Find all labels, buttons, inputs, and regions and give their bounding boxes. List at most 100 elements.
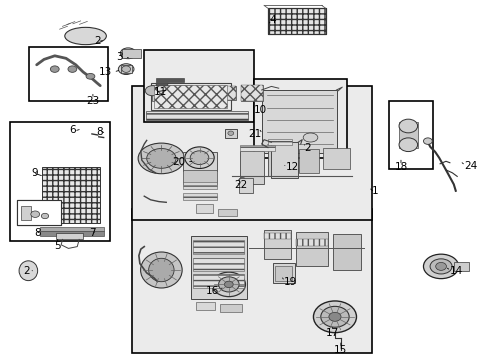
Text: 2: 2 [304,143,310,153]
Ellipse shape [122,66,130,72]
Text: 15: 15 [333,345,347,355]
Bar [217,209,237,216]
Ellipse shape [120,48,136,59]
Bar [299,149,318,173]
Bar [195,302,215,310]
Bar [193,258,244,271]
Ellipse shape [118,64,134,75]
Ellipse shape [68,66,77,72]
Ellipse shape [138,143,184,174]
Ellipse shape [313,301,356,333]
Bar [388,101,432,169]
Ellipse shape [184,147,214,168]
Bar [155,78,183,82]
Bar [29,47,107,101]
Text: 5: 5 [54,240,61,251]
Bar [132,209,371,353]
Bar [267,8,325,34]
Bar [238,178,253,193]
Ellipse shape [218,277,239,292]
Bar [183,182,216,189]
Text: 11: 11 [154,87,167,97]
Bar [261,90,337,153]
Bar [183,193,216,200]
Ellipse shape [86,73,95,79]
Ellipse shape [148,258,174,282]
Bar [453,262,468,271]
Bar [220,304,242,312]
Text: 8: 8 [34,228,41,238]
Bar [264,230,290,259]
Bar [240,85,262,101]
Bar [151,85,190,101]
Bar [224,129,237,138]
Bar [132,86,371,220]
Bar [122,49,141,58]
Ellipse shape [423,138,431,144]
Text: 3: 3 [116,52,123,62]
Bar [332,234,360,270]
Text: 13: 13 [99,67,112,77]
Ellipse shape [141,252,182,288]
Bar [271,142,298,178]
Bar [121,65,132,73]
Text: 17: 17 [325,328,339,338]
Bar [190,236,246,299]
Bar [195,86,235,100]
Text: 6: 6 [69,125,76,135]
Bar [154,85,227,108]
Ellipse shape [398,138,417,152]
Bar [274,266,291,281]
Bar [254,79,346,158]
Bar [239,145,274,151]
Bar [239,151,264,184]
Ellipse shape [31,211,40,217]
Text: 14: 14 [449,266,462,276]
Bar [56,233,83,239]
Ellipse shape [224,281,233,288]
Ellipse shape [146,148,176,168]
Ellipse shape [50,66,59,72]
Bar [17,200,61,225]
Ellipse shape [212,272,245,297]
Bar [28,255,43,271]
Bar [264,233,290,239]
Bar [267,149,294,176]
Ellipse shape [398,119,417,133]
Ellipse shape [435,262,446,270]
Text: 2: 2 [23,266,30,276]
Text: 12: 12 [285,162,299,172]
Text: 19: 19 [283,276,296,287]
Bar [272,263,294,283]
Bar [145,111,248,120]
Bar [240,85,262,101]
Bar [398,122,417,148]
Bar [150,83,231,110]
Bar [295,239,327,246]
Bar [267,139,292,145]
Text: 10: 10 [254,105,267,115]
Ellipse shape [145,86,160,96]
Bar [85,22,117,36]
Bar [193,240,244,254]
Text: 1: 1 [371,186,378,196]
Ellipse shape [320,306,348,327]
Text: 24: 24 [464,161,477,171]
Text: 16: 16 [205,286,219,296]
Bar [155,83,167,86]
Text: 23: 23 [86,96,100,106]
Bar [322,148,349,169]
Ellipse shape [41,213,48,219]
Bar [183,152,216,171]
Bar [267,8,325,34]
Ellipse shape [190,151,208,165]
Ellipse shape [423,254,458,279]
Bar [40,227,103,231]
Bar [183,170,216,184]
Bar [195,204,212,213]
Bar [17,200,61,225]
Text: 2: 2 [94,36,101,46]
Ellipse shape [64,27,106,45]
Text: 22: 22 [234,180,247,190]
Bar [10,122,110,241]
